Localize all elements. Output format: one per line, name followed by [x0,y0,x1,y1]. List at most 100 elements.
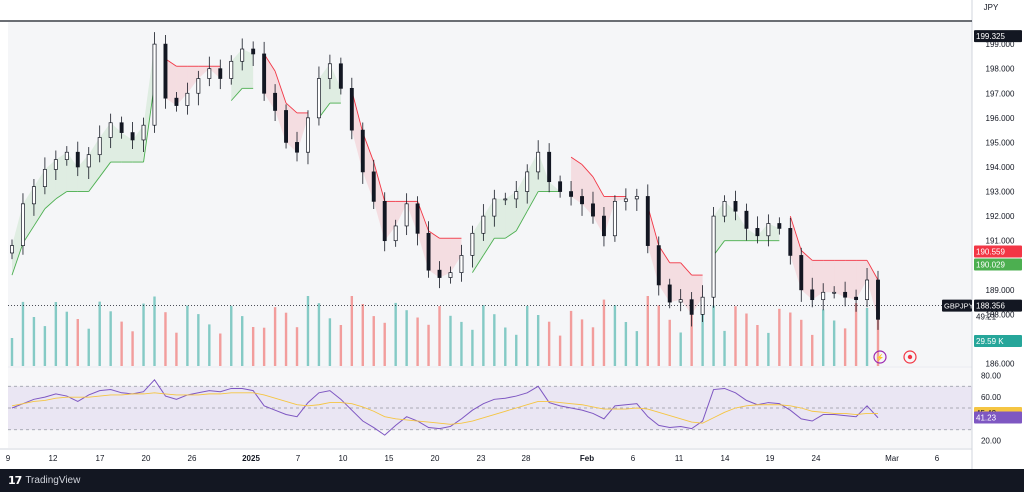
candle[interactable] [262,41,267,101]
candle[interactable] [240,38,245,71]
candle[interactable] [810,277,815,308]
candle[interactable] [185,82,190,115]
candle[interactable] [667,278,672,309]
candle[interactable] [744,203,749,241]
candle[interactable] [678,289,683,312]
candle[interactable] [327,54,332,90]
candle[interactable] [218,59,223,90]
chart-canvas[interactable]: 199.000 198.000 197.000 196.000 195.000 194.0… [0,0,1024,469]
candle[interactable] [371,159,376,209]
candle[interactable] [492,189,497,227]
tradingview-logo-icon: 17 [8,474,22,487]
volume-bar [865,308,869,366]
candle[interactable] [569,180,574,206]
candle[interactable] [75,141,80,177]
trend-band-line [526,191,539,212]
candle[interactable] [514,180,519,209]
candle[interactable] [349,77,354,140]
candle[interactable] [470,225,475,268]
candle[interactable] [536,140,541,180]
candle[interactable] [42,157,47,195]
candle[interactable] [481,204,486,241]
candle[interactable] [558,175,563,198]
candle[interactable] [821,283,826,311]
candle[interactable] [843,281,848,307]
candle[interactable] [755,216,760,244]
candle[interactable] [645,184,650,254]
volume-bar [438,306,441,366]
candle[interactable] [152,32,157,133]
price-pane[interactable] [8,22,972,366]
volume-bar [734,306,737,366]
candle[interactable] [53,150,58,180]
candle[interactable] [722,195,727,223]
candle[interactable] [404,193,409,236]
volume-bar [821,309,825,366]
candle[interactable] [31,179,36,216]
candle[interactable] [448,266,453,284]
candle-body [843,291,848,298]
footer-bar: 17 TradingView [0,469,1024,492]
candle[interactable] [196,70,201,106]
lightning-glyph: ⚡ [876,353,885,362]
candle[interactable] [799,247,804,302]
candle[interactable] [601,207,606,247]
candle[interactable] [382,192,387,252]
candle[interactable] [393,219,398,247]
tradingview-logo[interactable]: 17 TradingView [8,474,80,487]
lower-band-badge-bg [974,258,1022,271]
trend-band-fill [450,238,462,273]
candle[interactable] [503,192,508,206]
candle[interactable] [86,147,91,180]
candle[interactable] [437,261,442,289]
candle[interactable] [426,221,431,278]
trend-band-fill [801,250,813,300]
candle[interactable] [612,195,617,242]
candle[interactable] [854,289,859,312]
candle[interactable] [656,236,661,296]
candle[interactable] [163,35,168,109]
candle[interactable] [64,146,69,166]
candle[interactable] [295,131,299,162]
candle[interactable] [338,57,343,95]
candle[interactable] [865,267,869,308]
candle[interactable] [766,214,771,247]
candle[interactable] [623,188,628,211]
candle[interactable] [273,84,278,122]
candle[interactable] [634,188,639,211]
candle[interactable] [591,191,595,224]
time-tick-label: Mar [885,454,899,463]
candle[interactable] [130,122,135,150]
candle[interactable] [876,270,880,330]
candle[interactable] [360,122,365,184]
candle[interactable] [415,196,420,246]
candle[interactable] [207,56,212,87]
trend-band-line [866,260,879,281]
candle[interactable] [788,217,793,265]
candle[interactable] [97,125,102,163]
candle[interactable] [711,207,716,308]
candle[interactable] [141,117,146,152]
candle[interactable] [119,116,124,139]
target-icon[interactable] [903,350,917,364]
candle[interactable] [832,286,837,299]
candle[interactable] [229,55,234,85]
candle[interactable] [547,143,552,193]
candle[interactable] [580,188,584,216]
candle[interactable] [777,217,782,235]
candle[interactable] [108,113,113,149]
volume-bar [87,328,90,366]
volume-bar [471,329,474,366]
candle[interactable] [10,239,14,260]
candle[interactable] [525,164,530,204]
candle[interactable] [174,92,179,112]
candle[interactable] [284,104,289,149]
candle[interactable] [21,193,25,255]
candle[interactable] [251,41,256,66]
candle[interactable] [689,292,694,327]
lightning-icon[interactable] [873,350,887,364]
candle[interactable] [459,244,464,282]
candle[interactable] [733,190,738,221]
candle[interactable] [316,66,321,126]
candle[interactable] [306,110,310,165]
